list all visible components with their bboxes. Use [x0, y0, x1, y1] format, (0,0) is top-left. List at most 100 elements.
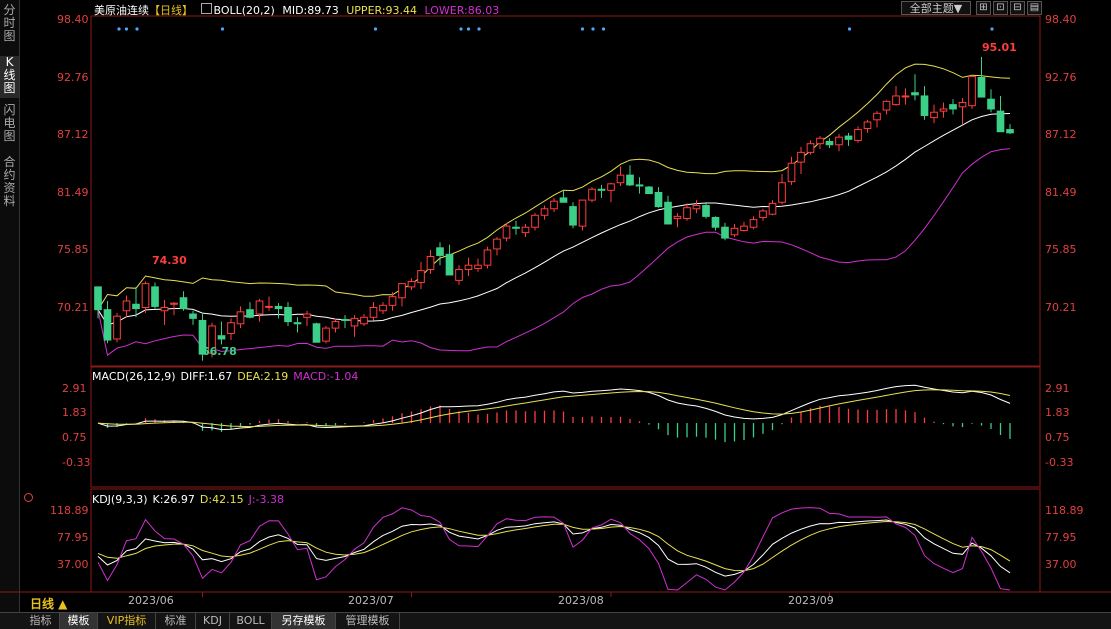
tab-contract-info[interactable]: 合约资料	[3, 155, 16, 208]
macd-header: MACD(26,12,9) DIFF:1.67 DEA:2.19 MACD:-1.04	[92, 370, 363, 383]
candle-body	[113, 315, 121, 340]
candle-body	[597, 188, 606, 191]
macd-tick-right: 1.83	[1045, 406, 1070, 419]
kdj-label: KDJ(9,3,3)	[92, 493, 148, 506]
price-tick-right: 98.40	[1045, 13, 1077, 26]
kdj-j-line	[97, 507, 1011, 591]
candle-body	[939, 108, 948, 112]
candle-body	[407, 280, 416, 288]
candle-body	[825, 141, 834, 146]
tab-flash-chart[interactable]: 闪电图	[3, 103, 16, 143]
candle-body	[987, 98, 995, 110]
tab-manage-template[interactable]: 管理模板	[336, 613, 400, 629]
candle-body	[949, 104, 957, 110]
candle-body	[426, 256, 435, 271]
candle-body	[132, 303, 140, 310]
signal-dot	[220, 27, 225, 31]
kdj-tick-right: 118.89	[1045, 504, 1084, 517]
grid-icon[interactable]: ⊞	[976, 1, 991, 15]
macd-panel-frame	[90, 366, 1041, 488]
price-tick-left: 81.49	[57, 186, 89, 199]
candle-body	[322, 327, 330, 342]
peak-annotation: 95.01	[982, 41, 1017, 54]
tab-standard[interactable]: 标准	[156, 613, 196, 629]
boll-lower-line	[97, 148, 1011, 357]
record-dot-icon[interactable]	[24, 493, 33, 502]
macd-tick-left: -0.33	[62, 456, 91, 469]
signal-dot	[117, 27, 121, 31]
period-selector[interactable]: 日线 ▲	[30, 597, 68, 611]
period-badge: 【日线】	[149, 4, 193, 17]
zoom-in-icon[interactable]: ⊡	[993, 1, 1008, 15]
candle-body	[664, 201, 672, 225]
date-label: 2023/09	[788, 594, 834, 607]
candle-body	[141, 283, 150, 309]
tab-kdj[interactable]: KDJ	[196, 613, 230, 629]
kdj-j: J:-3.38	[248, 493, 285, 506]
sidebar: 分时图 K线图 闪电图 合约资料	[0, 0, 20, 612]
price-panel-frame	[90, 15, 1041, 367]
candle-body	[835, 136, 843, 146]
layout-icon[interactable]: ▤	[1027, 1, 1042, 15]
zoom-out-icon[interactable]: ⊟	[1010, 1, 1025, 15]
candle-body	[711, 216, 720, 228]
candle-body	[654, 192, 663, 208]
candle-body	[531, 214, 539, 228]
candle-body	[977, 77, 986, 98]
tab-template[interactable]: 模板	[60, 613, 98, 629]
tab-boll[interactable]: BOLL	[230, 613, 272, 629]
price-tick-left: 92.76	[57, 71, 89, 84]
candle-body	[854, 129, 862, 141]
candle-body	[740, 225, 748, 231]
tab-vip-indicator[interactable]: VIP指标	[98, 613, 156, 629]
tab-indicator[interactable]: 指标	[22, 613, 60, 629]
bottom-tab-bar: 指标 模板 VIP指标 标准 KDJ BOLL 另存模板 管理模板	[0, 612, 1111, 629]
candle-body	[721, 226, 729, 239]
candle-body	[303, 313, 311, 318]
chart-canvas[interactable]	[0, 0, 1111, 612]
candle-body	[521, 226, 530, 234]
candle-body	[607, 183, 615, 191]
candle-body	[151, 286, 159, 307]
candle-body	[94, 286, 102, 311]
candle-body	[626, 174, 634, 186]
candle-body	[958, 101, 967, 108]
candle-body	[673, 215, 682, 220]
macd-diff-line	[97, 384, 1011, 431]
candle-body	[388, 296, 397, 306]
candle-body	[787, 162, 796, 183]
macd-tick-left: 1.83	[62, 406, 87, 419]
candle-body	[331, 321, 340, 329]
candle-body	[778, 182, 786, 203]
price-tick-left: 87.12	[57, 128, 89, 141]
candle-body	[930, 111, 938, 119]
theme-select[interactable]: 全部主题▼	[901, 1, 971, 15]
tab-save-template[interactable]: 另存模板	[272, 613, 336, 629]
signal-dot	[135, 27, 139, 31]
tab-time-chart[interactable]: 分时图	[3, 3, 16, 43]
candle-body	[217, 335, 226, 340]
kdj-d-line	[97, 520, 1011, 572]
boll-mid: MID:89.73	[282, 4, 339, 17]
candle-body	[398, 283, 406, 299]
candle-body	[702, 205, 710, 217]
candle-body	[341, 318, 349, 322]
macd-tick-right: 2.91	[1045, 382, 1070, 395]
macd-dea-line	[97, 389, 1011, 428]
candle-body	[635, 184, 644, 187]
candle-body	[844, 135, 853, 140]
price-tick-left: 70.21	[57, 301, 89, 314]
macd-label: MACD(26,12,9)	[92, 370, 176, 383]
tab-kline-chart[interactable]: K线图	[0, 56, 19, 98]
candle-body	[208, 325, 216, 354]
signal-dot	[124, 27, 129, 31]
signal-dot	[847, 27, 852, 31]
candle-body	[236, 311, 245, 325]
candle-body	[274, 305, 283, 310]
macd-tick-left: 2.91	[62, 382, 87, 395]
boll-upper: UPPER:93.44	[346, 4, 418, 17]
signal-dot	[990, 27, 994, 31]
candle-body	[797, 151, 805, 163]
candle-body	[198, 320, 207, 355]
boll-lower: LOWER:86.03	[424, 4, 500, 17]
